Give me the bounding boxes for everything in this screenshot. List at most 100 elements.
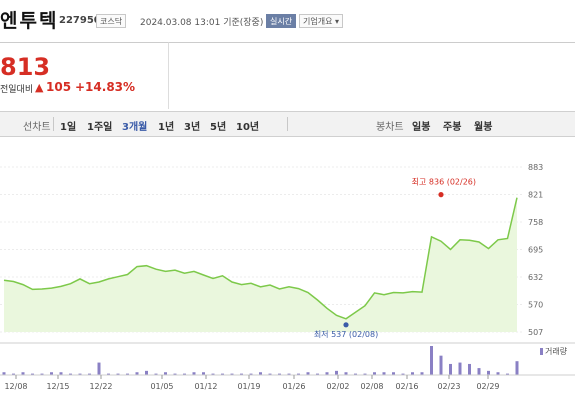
current-price: 813 [0,53,51,81]
price-change: 105 [46,80,72,94]
volume-bar [449,363,452,375]
period-10y[interactable]: 10년 [236,122,260,133]
company-info-dropdown[interactable]: 기업개요 ▾ [299,14,343,28]
volume-bar [164,372,167,375]
volume-bar [135,372,139,375]
volume-bar [430,346,433,375]
volume-bar [344,372,348,375]
period-3y[interactable]: 3년 [184,122,201,133]
y-tick-label: 632 [528,273,543,282]
volume-bar [382,372,386,375]
period-5y[interactable]: 5년 [210,122,227,133]
max-marker [438,192,444,198]
volume-bar [173,373,177,375]
period-1d[interactable]: 1일 [60,122,77,133]
x-tick-label: 01/19 [237,382,260,391]
volume-bar [249,373,253,375]
volume-bar [192,372,196,375]
volume-bar [411,372,414,375]
y-tick-label: 695 [528,246,543,255]
volume-bar [420,372,424,375]
volume-bar [145,370,148,375]
line-chart-label: 선차트 [23,122,51,133]
volume-bar [88,373,91,375]
volume-bar [12,373,15,375]
volume-bar [40,373,44,375]
volume-bar [278,373,281,375]
x-tick-label: 12/08 [4,382,27,391]
candle-chart-label: 봉차트 [376,122,404,133]
y-tick-label: 570 [528,301,543,310]
volume-bar [116,373,120,375]
price-panel: 813 전일대비 ▲ 105 +14.83% [0,42,169,109]
volume-bar [107,373,110,375]
volume-bar [240,373,243,375]
volume-legend-label: 거래량 [545,346,568,356]
volume-bar [439,355,443,375]
timestamp: 2024.03.08 13:01 기준(장중) [140,18,264,28]
volume-bar [373,372,376,375]
volume-bar [401,373,405,375]
candle-daily[interactable]: 일봉 [412,122,431,133]
chart-toolbar: 선차트 1일 1주일 3개월 1년 3년 5년 10년 봉차트 일봉 주봉 월봉 [0,111,575,137]
volume-bar [297,373,300,375]
volume-bar [2,372,6,375]
volume-bar [392,372,395,375]
period-3m[interactable]: 3개월 [122,122,148,133]
volume-bar [154,373,158,375]
volume-bar [477,368,481,375]
x-tick-label: 02/29 [476,382,499,391]
up-arrow-icon: ▲ [35,81,44,94]
volume-bar [363,373,367,375]
volume-bar [50,372,53,375]
volume-bar [230,373,234,375]
y-tick-label: 821 [528,191,543,200]
volume-bar [515,361,519,375]
price-line [3,197,518,320]
volume-bar [97,362,101,375]
min-annotation: 최저 537 (02/08) [314,329,378,339]
volume-legend-swatch [540,348,543,355]
x-tick-label: 01/26 [282,382,305,391]
price-area [4,197,517,332]
realtime-button[interactable]: 실시간 [266,14,297,28]
stock-code: 227950 [59,15,101,26]
volume-bar [487,370,490,375]
x-tick-label: 12/22 [89,382,112,391]
volume-bar [78,373,82,375]
volume-bar [335,370,338,375]
volume-bar [183,373,186,375]
volume-bar [211,373,215,375]
volume-bar [458,362,462,375]
volume-bar [69,373,72,375]
price-change-percent: +14.83% [75,80,136,94]
volume-bar [259,372,262,375]
volume-bar [202,372,205,375]
volume-bar [316,373,319,375]
period-1w[interactable]: 1주일 [87,122,113,133]
volume-bar [221,373,224,375]
x-tick-label: 02/16 [395,382,418,391]
y-tick-label: 507 [528,328,543,337]
volume-bar [21,372,25,375]
x-tick-label: 02/02 [326,382,349,391]
x-tick-label: 01/05 [150,382,173,391]
y-axis-labels: 883 821 758 695 632 570 507 [528,163,543,337]
x-tick-label: 12/15 [46,382,69,391]
period-1y[interactable]: 1년 [158,122,175,133]
volume-bar [126,373,129,375]
x-tick-label: 02/23 [437,382,460,391]
volume-bar [306,372,310,375]
market-badge: 코스닥 [96,14,127,28]
candle-monthly[interactable]: 월봉 [474,122,493,133]
volume-bar [506,373,509,375]
volume-bar [268,373,272,375]
volume-bar [287,373,291,375]
candle-weekly[interactable]: 주봉 [443,122,462,133]
price-chart: 883 821 758 695 632 570 507 최고 836 (02/26) 최저 … [0,163,575,391]
stock-title: 엔투텍 [0,10,59,32]
y-tick-label: 883 [528,163,543,172]
volume-bars [2,346,519,375]
toolbar-divider [287,117,288,131]
stock-header: 엔투텍 227950 코스닥 2024.03.08 13:01 기준(장중) 실… [0,0,575,42]
